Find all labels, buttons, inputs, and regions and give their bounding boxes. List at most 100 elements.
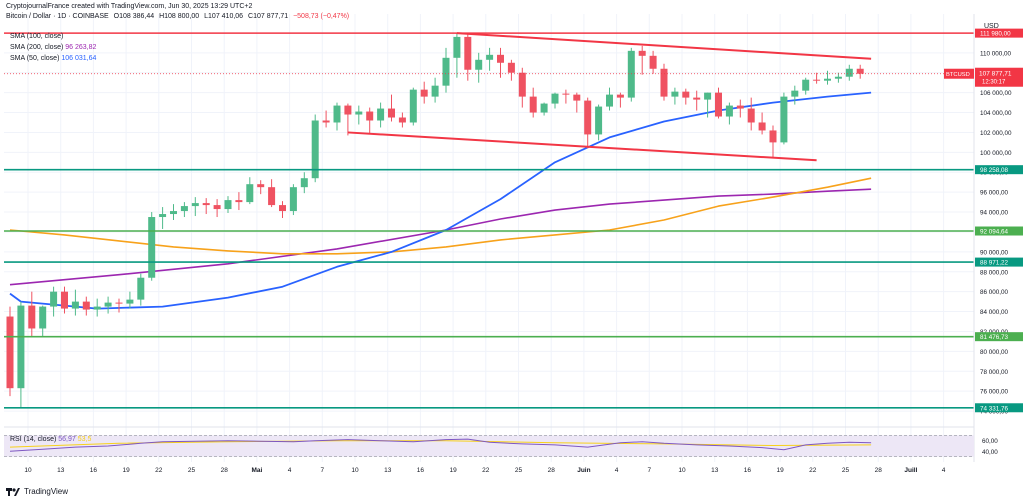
current-price: 107 877,71 bbox=[979, 71, 1012, 78]
tradingview-logo-icon bbox=[6, 487, 20, 496]
time-tick: Juin bbox=[577, 467, 590, 474]
candle-body bbox=[845, 68, 853, 77]
time-tick: Mai bbox=[251, 467, 262, 474]
time-tick: 25 bbox=[188, 467, 196, 474]
rsi-band bbox=[4, 435, 974, 457]
time-tick: 13 bbox=[384, 467, 392, 474]
rsi-pane bbox=[4, 426, 974, 457]
rsi-tick: 40,00 bbox=[982, 449, 998, 456]
time-axis[interactable]: 10 13 16 19 22 25 28 Mai 4 7 10 13 16 19 22 25 28 Juin 4 7 1… bbox=[24, 467, 945, 474]
candle-body bbox=[595, 106, 603, 135]
rsi-sma-line bbox=[9, 440, 872, 448]
candle-body bbox=[50, 291, 58, 307]
time-tick: 13 bbox=[57, 467, 65, 474]
indicator-sma-50[interactable]: SMA (50, close) 106 031,64 bbox=[10, 55, 97, 62]
price-tick: 76 000,00 bbox=[980, 389, 1009, 396]
candle-body bbox=[202, 203, 210, 206]
candle-body bbox=[39, 306, 47, 329]
price-tick: 80 000,00 bbox=[980, 349, 1009, 356]
rsi-tick: 60,00 bbox=[982, 438, 998, 445]
candle-body bbox=[540, 103, 548, 113]
candle-body bbox=[736, 105, 744, 109]
candle-body bbox=[82, 301, 90, 310]
time-tick: 16 bbox=[417, 467, 425, 474]
indicator-sma-100[interactable]: SMA (100, close) bbox=[10, 33, 64, 40]
time-tick: 22 bbox=[482, 467, 490, 474]
moving-averages bbox=[9, 91, 872, 310]
price-tick: 90 000,00 bbox=[980, 249, 1009, 256]
candle-body bbox=[115, 302, 123, 304]
candle-body bbox=[355, 111, 363, 115]
candle-body bbox=[6, 316, 14, 389]
candle-body bbox=[213, 205, 221, 210]
candle-body bbox=[28, 305, 36, 329]
level-label-bg bbox=[975, 226, 1023, 236]
candle-body bbox=[813, 79, 821, 81]
candle-body bbox=[693, 97, 701, 100]
indicator-sma-200[interactable]: SMA (200, close) 96 263,82 bbox=[10, 44, 97, 51]
candle-body bbox=[649, 55, 657, 69]
current-price-bg bbox=[975, 67, 1023, 87]
candle-body bbox=[126, 299, 134, 304]
candle-body bbox=[366, 111, 374, 121]
candle-body bbox=[344, 105, 352, 115]
candle-body bbox=[191, 203, 199, 207]
trend-line bbox=[347, 131, 817, 162]
level-label-bg bbox=[975, 28, 1023, 38]
price-tick: 110 000,00 bbox=[980, 50, 1012, 57]
level-label-bg bbox=[975, 403, 1023, 413]
candle-body bbox=[159, 214, 167, 218]
time-tick: 4 bbox=[615, 467, 619, 474]
level-label-bg bbox=[975, 165, 1023, 175]
candle-body bbox=[584, 100, 592, 135]
candle-body bbox=[442, 57, 450, 86]
candle-body bbox=[300, 178, 308, 188]
candle-body bbox=[268, 187, 276, 206]
indicator-rsi[interactable]: RSI (14, close) 56,97 53,5 bbox=[10, 436, 92, 443]
candle-body bbox=[606, 94, 613, 107]
candle-body bbox=[148, 217, 156, 278]
time-tick: 13 bbox=[711, 467, 719, 474]
price-tick: 100 000,00 bbox=[980, 150, 1012, 157]
time-tick: 4 bbox=[288, 467, 292, 474]
symbol-tag-bg bbox=[944, 68, 974, 79]
tradingview-footer[interactable]: TradingView bbox=[6, 487, 68, 496]
candle-body bbox=[486, 54, 494, 60]
price-tick: 104 000,00 bbox=[980, 110, 1012, 117]
candle-body bbox=[257, 184, 265, 188]
candle-body bbox=[93, 306, 101, 310]
candle-body bbox=[791, 90, 799, 97]
time-tick: 19 bbox=[122, 467, 130, 474]
candle-countdown: 12:30:17 bbox=[982, 80, 1006, 86]
candle-body bbox=[388, 108, 395, 118]
ohlc-low: L107 410,06 bbox=[204, 13, 244, 20]
level-label: 98 258,08 bbox=[980, 167, 1009, 174]
time-tick: 25 bbox=[515, 467, 523, 474]
candle-body bbox=[802, 79, 810, 91]
candle-body bbox=[180, 206, 188, 212]
candlesticks[interactable] bbox=[6, 32, 864, 408]
candle-body bbox=[398, 117, 406, 123]
time-tick: Juill bbox=[904, 467, 917, 474]
candle-body bbox=[377, 108, 385, 121]
candle-body bbox=[824, 78, 831, 81]
price-tick: 94 000,00 bbox=[980, 210, 1009, 217]
trend-line bbox=[456, 32, 872, 60]
candle-body bbox=[704, 92, 712, 100]
time-tick: 28 bbox=[875, 467, 883, 474]
candle-body bbox=[529, 96, 537, 113]
symbol-title[interactable]: Bitcoin / Dollar · 1D · COINBASE bbox=[6, 13, 109, 20]
candle-body bbox=[616, 94, 624, 98]
time-tick: 19 bbox=[776, 467, 784, 474]
candle-body bbox=[518, 72, 526, 97]
candle-body bbox=[780, 96, 788, 143]
time-tick: 7 bbox=[647, 467, 651, 474]
brand-name: TradingView bbox=[24, 487, 69, 496]
ohlc-high: H108 800,00 bbox=[159, 13, 200, 20]
time-tick: 10 bbox=[24, 467, 32, 474]
candle-body bbox=[573, 94, 581, 101]
candle-body bbox=[475, 59, 483, 70]
chart-creator: CryptojournalFrance created with Trading… bbox=[6, 3, 253, 10]
